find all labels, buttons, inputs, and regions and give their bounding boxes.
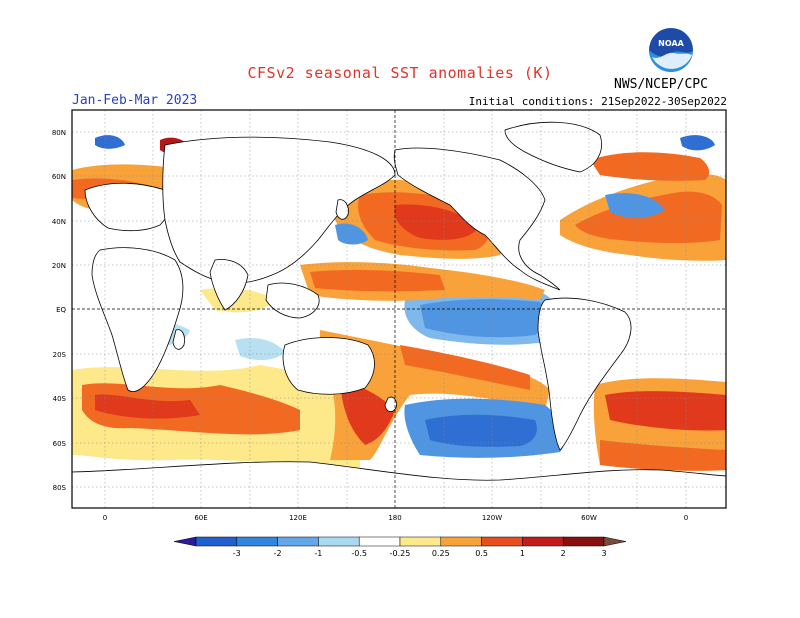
colorbar-high-triangle bbox=[603, 536, 627, 547]
colorbar-swatch bbox=[399, 536, 442, 547]
lon-label: 120W bbox=[482, 514, 502, 522]
lat-label: 40S bbox=[53, 395, 67, 403]
colorbar-swatch bbox=[562, 536, 605, 547]
lat-label: 80N bbox=[52, 129, 66, 137]
logo-text: NOAA bbox=[658, 39, 684, 48]
colorbar-swatch bbox=[440, 536, 482, 547]
initial-conditions: Initial conditions: 21Sep2022-30Sep2022 bbox=[468, 95, 727, 108]
colorbar-swatch bbox=[481, 536, 523, 547]
colorbar-swatch bbox=[195, 536, 238, 547]
colorbar-swatch bbox=[277, 536, 319, 547]
longitude-labels: 0 60E 120E 180 120W 60W 0 bbox=[103, 514, 688, 522]
landmass-antarctica bbox=[71, 461, 727, 509]
lat-label: 60S bbox=[53, 440, 67, 448]
lat-label: EQ bbox=[56, 306, 66, 314]
landmass-americas-north bbox=[393, 147, 561, 291]
agency-label: NWS/NCEP/CPC bbox=[614, 77, 708, 92]
colorbar-swatch bbox=[522, 536, 564, 547]
landmass-greenland bbox=[504, 121, 602, 173]
lon-label: 60W bbox=[581, 514, 597, 522]
anomaly-field bbox=[72, 135, 726, 471]
colorbar: -3 -2 -1 -0.5 -0.25 0.25 0.5 1 2 3 bbox=[173, 536, 627, 558]
landmass-americas-south bbox=[537, 297, 632, 451]
colorbar-low-triangle bbox=[173, 536, 197, 547]
colorbar-label: -0.5 bbox=[351, 549, 367, 558]
lat-label: 40N bbox=[52, 218, 66, 226]
colorbar-label: 0.25 bbox=[432, 549, 450, 558]
lon-label: 60E bbox=[194, 514, 207, 522]
colorbar-label: 2 bbox=[561, 549, 566, 558]
landmass-india bbox=[209, 259, 249, 311]
graticule bbox=[72, 110, 726, 508]
lon-label: 0 bbox=[103, 514, 107, 522]
lon-label: 180 bbox=[388, 514, 401, 522]
landmass-australia bbox=[282, 337, 375, 395]
lat-label: 20S bbox=[53, 351, 67, 359]
colorbar-label: 1 bbox=[520, 549, 525, 558]
colorbar-label: -2 bbox=[274, 549, 282, 558]
forecast-period: Jan-Feb-Mar 2023 bbox=[72, 93, 198, 108]
lat-label: 20N bbox=[52, 262, 66, 270]
colorbar-swatch bbox=[318, 536, 360, 547]
lon-label: 120E bbox=[289, 514, 307, 522]
lon-label: 0 bbox=[684, 514, 688, 522]
colorbar-label: -0.25 bbox=[390, 549, 411, 558]
map-title: CFSv2 seasonal SST anomalies (K) bbox=[247, 64, 553, 82]
map-frame bbox=[71, 109, 727, 509]
noaa-logo-icon: NOAA bbox=[649, 28, 693, 72]
colorbar-label: 3 bbox=[601, 549, 606, 558]
landmass-madagascar bbox=[172, 329, 185, 350]
continents bbox=[71, 121, 727, 509]
colorbar-swatch bbox=[358, 536, 401, 547]
landmass-europe bbox=[84, 182, 171, 232]
colorbar-label: 0.5 bbox=[475, 549, 488, 558]
landmass-new-zealand bbox=[384, 396, 397, 412]
colorbar-label: -1 bbox=[314, 549, 322, 558]
latitude-labels: 80N 60N 40N 20N EQ 20S 40S 60S 80S bbox=[52, 129, 67, 492]
lat-label: 80S bbox=[53, 484, 67, 492]
colorbar-label: -3 bbox=[233, 549, 241, 558]
lat-label: 60N bbox=[52, 173, 66, 181]
landmass-africa bbox=[91, 247, 184, 392]
colorbar-swatch bbox=[236, 536, 278, 547]
landmass-japan bbox=[335, 199, 349, 220]
landmass-asia bbox=[162, 136, 396, 284]
